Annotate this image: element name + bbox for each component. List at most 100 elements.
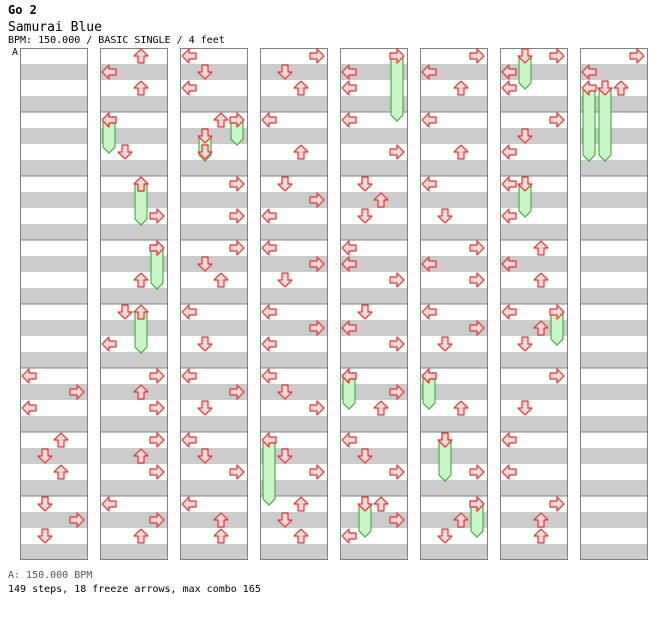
left-arrow-icon <box>21 400 37 416</box>
beat-stripe <box>180 416 248 432</box>
down-arrow-icon <box>357 448 373 464</box>
down-arrow-icon <box>277 64 293 80</box>
freeze-head-left-arrow-icon <box>581 80 597 96</box>
beat-stripe <box>20 192 88 208</box>
beat-stripe <box>420 192 488 208</box>
beat-stripe <box>180 224 248 240</box>
up-arrow-icon <box>533 512 549 528</box>
down-arrow-icon <box>277 176 293 192</box>
beat-stripe <box>340 160 408 176</box>
beat-stripe <box>420 320 488 336</box>
beat-stripe <box>340 320 408 336</box>
beat-stripe <box>500 384 568 400</box>
beat-stripe <box>580 288 648 304</box>
up-arrow-icon <box>453 144 469 160</box>
beat-stripe <box>180 352 248 368</box>
left-arrow-icon <box>341 112 357 128</box>
bpm-summary: A: 150.000 BPM <box>8 570 93 581</box>
up-arrow-icon <box>533 240 549 256</box>
freeze-arrow <box>262 439 276 506</box>
freeze-head-up-arrow-icon <box>133 304 149 320</box>
beat-stripe <box>180 480 248 496</box>
right-arrow-icon <box>309 192 325 208</box>
beat-stripe <box>420 480 488 496</box>
section-marker-label: A <box>12 47 19 58</box>
freeze-head-right-arrow-icon <box>549 304 565 320</box>
beat-stripe <box>180 448 248 464</box>
up-arrow-icon <box>453 400 469 416</box>
up-arrow-icon <box>613 80 629 96</box>
beat-stripe <box>420 64 488 80</box>
beat-stripe <box>340 384 408 400</box>
beat-stripe <box>580 544 648 560</box>
beat-stripe <box>20 416 88 432</box>
freeze-head-left-arrow-icon <box>261 432 277 448</box>
right-arrow-icon <box>389 272 405 288</box>
beat-stripe <box>180 64 248 80</box>
right-arrow-icon <box>149 512 165 528</box>
down-arrow-icon <box>197 448 213 464</box>
right-arrow-icon <box>469 320 485 336</box>
beat-stripe <box>500 128 568 144</box>
right-arrow-icon <box>549 496 565 512</box>
beat-stripe <box>20 128 88 144</box>
left-arrow-icon <box>501 64 517 80</box>
beat-stripe <box>260 416 328 432</box>
left-arrow-icon <box>421 256 437 272</box>
down-arrow-icon <box>277 384 293 400</box>
right-arrow-icon <box>229 208 245 224</box>
beat-stripe <box>500 192 568 208</box>
up-arrow-icon <box>133 80 149 96</box>
left-arrow-icon <box>421 304 437 320</box>
beat-stripe <box>340 448 408 464</box>
beat-stripe <box>500 224 568 240</box>
beat-stripe <box>420 256 488 272</box>
beat-stripe <box>260 192 328 208</box>
right-arrow-icon <box>389 464 405 480</box>
column-border <box>20 48 88 560</box>
right-arrow-icon <box>309 48 325 64</box>
left-arrow-icon <box>581 64 597 80</box>
right-arrow-icon <box>549 368 565 384</box>
beat-stripe <box>260 320 328 336</box>
right-arrow-icon <box>69 512 85 528</box>
left-arrow-icon <box>101 64 117 80</box>
beat-stripe <box>500 448 568 464</box>
down-arrow-icon <box>117 144 133 160</box>
freeze-arrow <box>582 87 596 162</box>
left-arrow-icon <box>341 240 357 256</box>
beat-stripe <box>260 480 328 496</box>
freeze-head-down-arrow-icon <box>517 48 533 64</box>
beat-stripe <box>100 160 168 176</box>
up-arrow-icon <box>53 432 69 448</box>
left-arrow-icon <box>101 496 117 512</box>
left-arrow-icon <box>181 432 197 448</box>
left-arrow-icon <box>181 496 197 512</box>
left-arrow-icon <box>261 240 277 256</box>
right-arrow-icon <box>389 336 405 352</box>
beat-stripe <box>340 224 408 240</box>
right-arrow-icon <box>229 384 245 400</box>
chart-meta: BPM: 150.000 / BASIC SINGLE / 4 feet <box>8 35 225 46</box>
up-arrow-icon <box>133 448 149 464</box>
beat-stripe <box>100 192 168 208</box>
beat-stripe <box>580 256 648 272</box>
beat-stripe <box>100 544 168 560</box>
right-arrow-icon <box>309 256 325 272</box>
column-border <box>260 48 328 560</box>
beat-stripe <box>260 448 328 464</box>
down-arrow-icon <box>357 176 373 192</box>
up-arrow-icon <box>533 528 549 544</box>
left-arrow-icon <box>21 368 37 384</box>
beat-stripe <box>340 544 408 560</box>
up-arrow-icon <box>453 80 469 96</box>
down-arrow-icon <box>277 512 293 528</box>
beat-stripe <box>580 192 648 208</box>
left-arrow-icon <box>341 528 357 544</box>
beat-stripe <box>580 448 648 464</box>
up-arrow-icon <box>373 400 389 416</box>
right-arrow-icon <box>69 384 85 400</box>
down-arrow-icon <box>357 208 373 224</box>
beat-stripe <box>580 512 648 528</box>
